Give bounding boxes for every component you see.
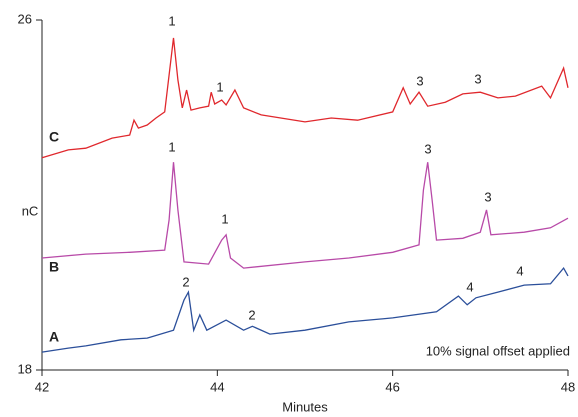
series-label: B — [49, 259, 59, 275]
x-tick-label: 48 — [561, 379, 575, 394]
y-axis-label: nC — [22, 203, 39, 218]
series-line — [41, 37, 569, 159]
peak-label: 1 — [216, 79, 223, 94]
series-label: A — [49, 329, 59, 345]
y-tick-label: 18 — [18, 361, 32, 376]
series-line — [41, 162, 569, 269]
x-tick-label: 46 — [385, 379, 399, 394]
peak-label: 1 — [168, 139, 175, 154]
peak-label: 1 — [221, 211, 228, 226]
x-axis-label: Minutes — [282, 399, 328, 414]
peak-label: 4 — [466, 279, 473, 294]
offset-note: 10% signal offset applied — [426, 343, 570, 358]
peak-label: 2 — [248, 307, 255, 322]
peak-label: 3 — [416, 73, 423, 88]
x-tick-label: 42 — [35, 379, 49, 394]
peak-label: 3 — [424, 141, 431, 156]
peak-label: 3 — [474, 71, 481, 86]
series-label: C — [49, 129, 59, 145]
x-tick-label: 44 — [210, 379, 224, 394]
peak-label: 2 — [182, 274, 189, 289]
peak-label: 4 — [516, 263, 523, 278]
series-line — [41, 266, 569, 353]
y-tick-label: 26 — [18, 11, 32, 26]
peak-label: 3 — [484, 189, 491, 204]
peak-label: 1 — [168, 13, 175, 28]
